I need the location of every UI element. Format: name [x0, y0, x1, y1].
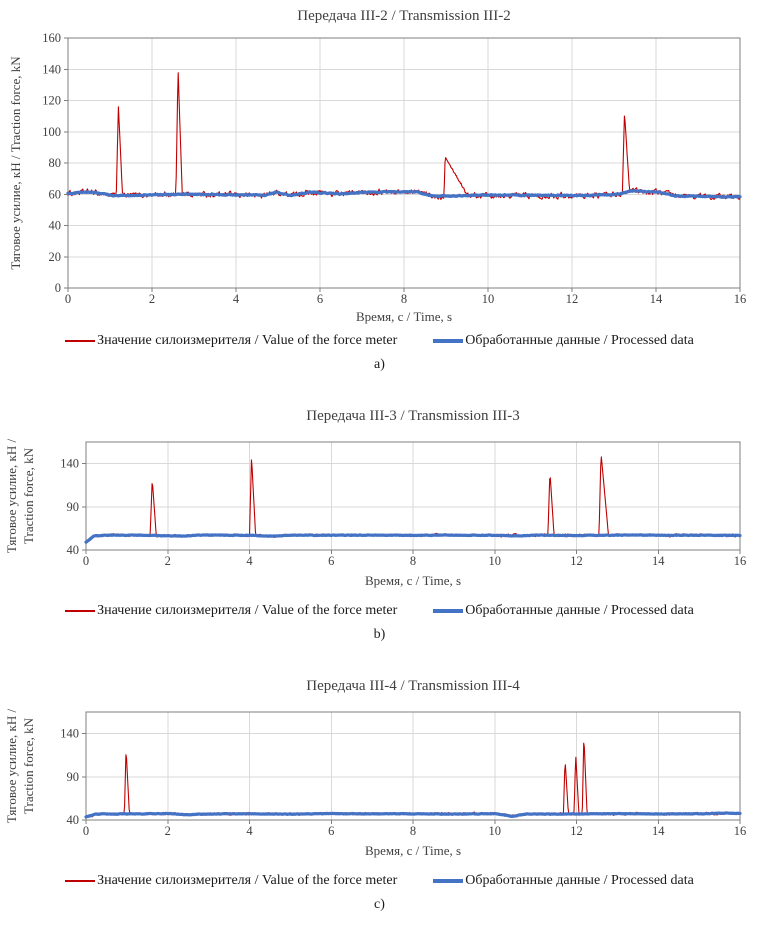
svg-text:Traction force, kN: Traction force, kN [21, 447, 36, 544]
svg-text:40: 40 [49, 219, 62, 233]
svg-text:14: 14 [652, 554, 665, 568]
svg-text:Traction force, kN: Traction force, kN [21, 717, 36, 814]
svg-text:2: 2 [165, 554, 171, 568]
processed-series-line [84, 533, 742, 544]
processed-series-line [84, 811, 742, 819]
svg-text:12: 12 [570, 554, 583, 568]
svg-text:14: 14 [652, 824, 665, 838]
svg-text:4: 4 [246, 824, 253, 838]
svg-text:8: 8 [410, 824, 416, 838]
svg-text:Передача III-3 / Transmission: Передача III-3 / Transmission III-3 [306, 408, 520, 424]
svg-text:14: 14 [650, 292, 663, 306]
svg-text:10: 10 [489, 824, 502, 838]
legend-line-processed-sample [433, 339, 464, 343]
figure-letter-a: a) [374, 357, 385, 372]
svg-text:10: 10 [482, 292, 495, 306]
svg-text:8: 8 [401, 292, 407, 306]
legend-line-raw-sample [65, 880, 96, 882]
figure-transmission-III-3: Передача III-3 / Transmission III-3 0 2 4 6 8… [0, 404, 759, 646]
svg-text:2: 2 [165, 824, 171, 838]
svg-text:16: 16 [734, 554, 747, 568]
svg-text:4: 4 [246, 554, 253, 568]
svg-text:90: 90 [67, 770, 80, 784]
legend-line-processed-sample [433, 609, 464, 613]
chart-legend: Значение силоизмерителя / Value of the f… [0, 598, 759, 624]
svg-text:16: 16 [734, 824, 747, 838]
chart-svg: Передача III-4 / Transmission III-4 0 2 4 6 8… [4, 678, 747, 858]
svg-text:0: 0 [65, 292, 71, 306]
chart-svg: Передача III-2 / Transmission III-2 0 2 4 6 8… [8, 8, 747, 324]
svg-text:Тяговое усилие, кН /: Тяговое усилие, кН / [4, 439, 19, 554]
svg-text:Тяговое усилие, кН /: Тяговое усилие, кН / [4, 709, 19, 824]
figure-letter-c: c) [374, 897, 385, 912]
svg-text:120: 120 [42, 94, 61, 108]
svg-text:12: 12 [566, 292, 579, 306]
svg-text:0: 0 [55, 281, 61, 295]
svg-text:6: 6 [328, 554, 334, 568]
svg-text:Время, с / Time, s: Время, с / Time, s [365, 573, 461, 588]
svg-text:140: 140 [60, 457, 79, 471]
figure-transmission-III-4: Передача III-4 / Transmission III-4 0 2 4 6 8… [0, 674, 759, 916]
figure-transmission-III-2: Передача III-2 / Transmission III-2 0 2 4 6 8… [0, 2, 759, 376]
svg-text:Передача III-4 / Transmission: Передача III-4 / Transmission III-4 [306, 678, 520, 694]
chart-legend: Значение силоизмерителя / Value of the f… [0, 868, 759, 894]
svg-text:10: 10 [489, 554, 502, 568]
svg-text:16: 16 [734, 292, 747, 306]
legend-line-raw-sample [65, 340, 96, 342]
svg-text:Время, с / Time, s: Время, с / Time, s [356, 309, 452, 324]
svg-text:12: 12 [570, 824, 583, 838]
legend-label-processed: Обработанные данные / Processed data [465, 333, 694, 348]
chart-legend: Значение силоизмерителя / Value of the f… [0, 328, 759, 354]
chart-svg: Передача III-3 / Transmission III-3 0 2 4 6 8… [4, 408, 747, 588]
svg-text:140: 140 [60, 727, 79, 741]
svg-text:6: 6 [317, 292, 323, 306]
legend-line-processed-sample [433, 879, 464, 883]
svg-text:6: 6 [328, 824, 334, 838]
legend-label-raw: Значение силоизмерителя / Value of the f… [97, 333, 398, 348]
svg-text:Передача III-2 / Transmission: Передача III-2 / Transmission III-2 [297, 8, 511, 24]
chart-transmission-III-3: Передача III-3 / Transmission III-3 0 2 4 6 8… [0, 404, 759, 596]
svg-text:80: 80 [49, 156, 62, 170]
svg-text:100: 100 [42, 125, 61, 139]
svg-text:0: 0 [83, 824, 89, 838]
svg-text:8: 8 [410, 554, 416, 568]
svg-text:2: 2 [149, 292, 155, 306]
legend-line-raw-sample [65, 610, 96, 612]
svg-text:90: 90 [67, 500, 80, 514]
processed-series-line [66, 189, 742, 199]
chart-transmission-III-2: Передача III-2 / Transmission III-2 0 2 4 6 8… [0, 2, 759, 326]
svg-text:20: 20 [49, 250, 62, 264]
svg-text:Время, с / Time, s: Время, с / Time, s [365, 843, 461, 858]
legend-label-raw: Значение силоизмерителя / Value of the f… [97, 603, 398, 618]
figure-letter-b: b) [373, 627, 386, 642]
svg-text:Тяговое усилие, кН / Traction: Тяговое усилие, кН / Traction force, kN [8, 56, 23, 270]
svg-text:4: 4 [233, 292, 240, 306]
legend-label-raw: Значение силоизмерителя / Value of the f… [97, 873, 398, 888]
svg-text:40: 40 [67, 813, 80, 827]
chart-transmission-III-4: Передача III-4 / Transmission III-4 0 2 4 6 8… [0, 674, 759, 866]
legend-label-processed: Обработанные данные / Processed data [465, 603, 694, 618]
svg-text:160: 160 [42, 31, 61, 45]
svg-text:140: 140 [42, 62, 61, 76]
legend-label-processed: Обработанные данные / Processed data [465, 873, 694, 888]
svg-text:0: 0 [83, 554, 89, 568]
svg-text:40: 40 [67, 543, 80, 557]
svg-text:60: 60 [49, 187, 62, 201]
